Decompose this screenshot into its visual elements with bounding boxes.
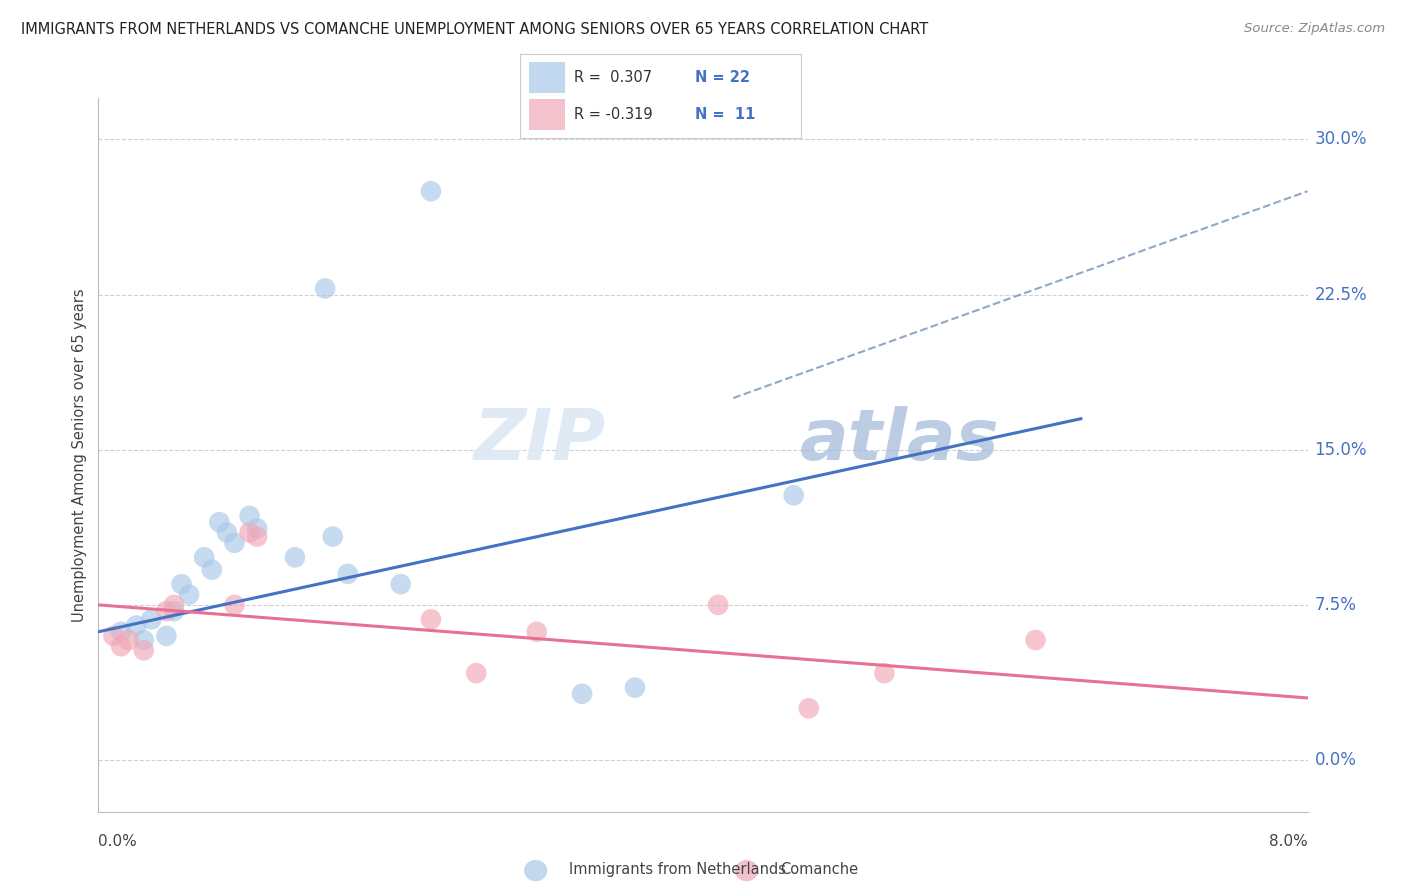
- Point: [215, 525, 238, 540]
- Point: [193, 550, 215, 565]
- Point: [526, 624, 548, 639]
- Text: 0.0%: 0.0%: [98, 834, 138, 849]
- Point: [163, 604, 186, 618]
- Point: [571, 687, 593, 701]
- Text: 0.0%: 0.0%: [1315, 751, 1357, 769]
- Point: [707, 598, 730, 612]
- Point: [782, 488, 804, 502]
- Point: [465, 666, 488, 681]
- Ellipse shape: [735, 860, 758, 881]
- Text: 15.0%: 15.0%: [1315, 441, 1367, 458]
- Point: [224, 536, 246, 550]
- Point: [314, 281, 336, 295]
- Point: [246, 521, 269, 535]
- Point: [284, 550, 307, 565]
- Text: IMMIGRANTS FROM NETHERLANDS VS COMANCHE UNEMPLOYMENT AMONG SENIORS OVER 65 YEARS: IMMIGRANTS FROM NETHERLANDS VS COMANCHE …: [21, 22, 928, 37]
- Point: [132, 643, 155, 657]
- Point: [797, 701, 820, 715]
- Text: 7.5%: 7.5%: [1315, 596, 1357, 614]
- Point: [110, 624, 132, 639]
- Point: [420, 612, 443, 626]
- Point: [624, 681, 647, 695]
- Point: [1024, 633, 1046, 648]
- Point: [873, 666, 896, 681]
- Point: [118, 633, 141, 648]
- Point: [155, 604, 177, 618]
- Text: 30.0%: 30.0%: [1315, 130, 1367, 148]
- Y-axis label: Unemployment Among Seniors over 65 years: Unemployment Among Seniors over 65 years: [72, 288, 87, 622]
- Point: [125, 618, 148, 632]
- Point: [224, 598, 246, 612]
- Text: 22.5%: 22.5%: [1315, 285, 1367, 303]
- Point: [155, 629, 177, 643]
- Point: [141, 612, 163, 626]
- Point: [201, 563, 224, 577]
- Text: R =  0.307: R = 0.307: [574, 70, 652, 85]
- Point: [132, 633, 155, 648]
- Text: Source: ZipAtlas.com: Source: ZipAtlas.com: [1244, 22, 1385, 36]
- Point: [208, 515, 231, 529]
- Bar: [529, 62, 565, 93]
- Point: [163, 598, 186, 612]
- Text: Immigrants from Netherlands: Immigrants from Netherlands: [569, 863, 786, 877]
- Point: [322, 530, 344, 544]
- Point: [239, 525, 262, 540]
- Text: Comanche: Comanche: [780, 863, 859, 877]
- Bar: [529, 99, 565, 130]
- Text: ZIP: ZIP: [474, 406, 606, 475]
- Text: N = 22: N = 22: [695, 70, 749, 85]
- Point: [110, 639, 132, 653]
- Point: [246, 530, 269, 544]
- Text: R = -0.319: R = -0.319: [574, 107, 652, 122]
- Point: [177, 588, 201, 602]
- Point: [389, 577, 412, 591]
- Point: [103, 629, 125, 643]
- Ellipse shape: [524, 860, 547, 881]
- Point: [336, 566, 359, 581]
- Point: [170, 577, 193, 591]
- Text: N =  11: N = 11: [695, 107, 755, 122]
- Point: [239, 508, 262, 523]
- Text: atlas: atlas: [800, 406, 1000, 475]
- Text: 8.0%: 8.0%: [1268, 834, 1308, 849]
- Point: [420, 184, 443, 198]
